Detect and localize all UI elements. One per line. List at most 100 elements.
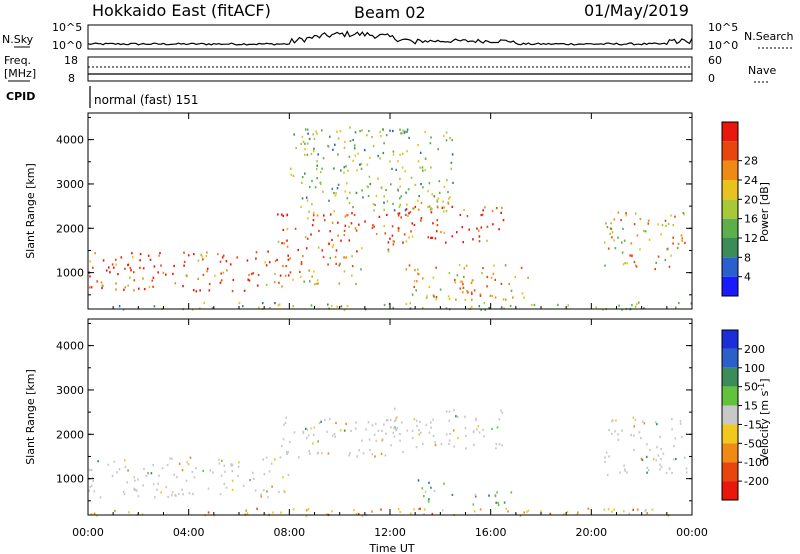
heat-cell bbox=[328, 199, 330, 202]
heat-cell bbox=[430, 166, 432, 169]
heat-cell bbox=[385, 134, 388, 137]
heat-cell bbox=[447, 295, 450, 298]
heat-cell bbox=[354, 427, 357, 430]
heat-cell bbox=[143, 467, 145, 470]
heat-cell bbox=[282, 228, 285, 232]
heat-cell bbox=[417, 208, 420, 211]
heat-cell bbox=[319, 171, 322, 174]
heat-cell bbox=[308, 269, 310, 272]
heat-cell bbox=[88, 468, 91, 471]
heat-cell bbox=[167, 496, 169, 499]
heat-cell bbox=[123, 288, 125, 291]
x-tick-label: 08:00 bbox=[273, 526, 305, 539]
heat-cell bbox=[265, 264, 268, 267]
heat-cell bbox=[509, 304, 512, 308]
heat-cell bbox=[206, 270, 208, 273]
heat-cell bbox=[192, 492, 194, 496]
heat-cell bbox=[661, 223, 664, 227]
heat-cell bbox=[477, 425, 480, 428]
heat-cell bbox=[413, 223, 416, 227]
heat-cell bbox=[433, 295, 435, 298]
heat-cell bbox=[611, 420, 613, 423]
heat-cell bbox=[459, 213, 462, 217]
heat-cell bbox=[622, 263, 625, 266]
heat-cell bbox=[292, 508, 295, 511]
heat-cell bbox=[354, 154, 357, 157]
heat-cell bbox=[331, 221, 334, 224]
heat-cell bbox=[383, 195, 385, 198]
heat-cell bbox=[445, 307, 448, 310]
heat-cell bbox=[679, 420, 682, 423]
heat-cell bbox=[451, 205, 454, 208]
heat-cell bbox=[488, 306, 490, 310]
heat-cell bbox=[435, 298, 438, 301]
heat-cell bbox=[400, 195, 402, 198]
heat-cell bbox=[362, 196, 364, 199]
heat-cell bbox=[352, 138, 354, 142]
heat-cell bbox=[277, 240, 280, 243]
heat-cell bbox=[310, 152, 313, 156]
heat-cell bbox=[372, 145, 375, 148]
heat-cell bbox=[681, 435, 683, 439]
heat-cell bbox=[355, 512, 358, 516]
heat-cell bbox=[427, 500, 430, 503]
heat-cell bbox=[304, 148, 306, 151]
heat-cell bbox=[498, 228, 500, 231]
heat-cell bbox=[489, 294, 492, 297]
heat-cell bbox=[640, 457, 643, 460]
heat-cell bbox=[412, 207, 415, 210]
heat-cell bbox=[299, 270, 301, 273]
heat-cell bbox=[304, 128, 307, 131]
heat-cell bbox=[395, 416, 398, 419]
heat-cell bbox=[405, 208, 408, 211]
heat-cell bbox=[412, 436, 414, 440]
heat-cell bbox=[387, 248, 390, 251]
heat-cell bbox=[118, 468, 121, 471]
heat-cell bbox=[157, 271, 159, 274]
heat-cell bbox=[335, 421, 337, 424]
heat-cell bbox=[186, 274, 188, 278]
heat-cell bbox=[248, 273, 250, 277]
heat-cell bbox=[383, 303, 386, 307]
heat-cell bbox=[360, 167, 363, 170]
colorbar-tick-label: 16 bbox=[744, 213, 758, 226]
heat-cell bbox=[381, 438, 384, 441]
heat-cell bbox=[318, 229, 320, 232]
heat-cell bbox=[336, 305, 339, 308]
heat-cell bbox=[369, 449, 371, 452]
heat-cell bbox=[549, 512, 552, 515]
heat-cell bbox=[671, 418, 673, 421]
heat-cell bbox=[414, 205, 417, 208]
heat-cell bbox=[311, 180, 313, 183]
heat-cell bbox=[348, 454, 350, 457]
heat-cell bbox=[186, 461, 188, 464]
velocity-colorbar: 200 100 50 15 -15 -50 -100 -200 bbox=[721, 329, 769, 501]
heat-cell bbox=[655, 459, 657, 462]
heat-cell bbox=[327, 242, 330, 245]
heat-cell bbox=[421, 487, 424, 490]
heat-cell bbox=[114, 509, 116, 513]
heat-cell bbox=[472, 238, 474, 241]
heat-cell bbox=[237, 465, 240, 468]
heat-cell bbox=[351, 255, 353, 258]
heat-cell bbox=[344, 224, 347, 227]
heat-cell bbox=[337, 137, 340, 140]
heat-cell bbox=[90, 286, 93, 289]
power-ylabel: Slant Range [km] bbox=[24, 163, 37, 259]
heat-cell bbox=[683, 213, 685, 216]
heat-cell bbox=[670, 214, 672, 217]
heat-cell bbox=[340, 239, 342, 242]
heat-cell bbox=[181, 488, 183, 491]
heat-cell bbox=[133, 487, 135, 490]
heat-cell bbox=[337, 234, 339, 237]
heat-cell bbox=[601, 308, 604, 311]
heat-cell bbox=[413, 285, 415, 289]
heat-cell bbox=[377, 429, 380, 432]
heat-cell bbox=[624, 261, 626, 265]
heat-cell bbox=[448, 442, 450, 445]
heat-cell bbox=[639, 217, 642, 221]
heat-cell bbox=[662, 452, 665, 455]
heat-cell bbox=[188, 492, 191, 495]
heat-cell bbox=[390, 426, 392, 429]
heat-cell bbox=[331, 304, 333, 308]
